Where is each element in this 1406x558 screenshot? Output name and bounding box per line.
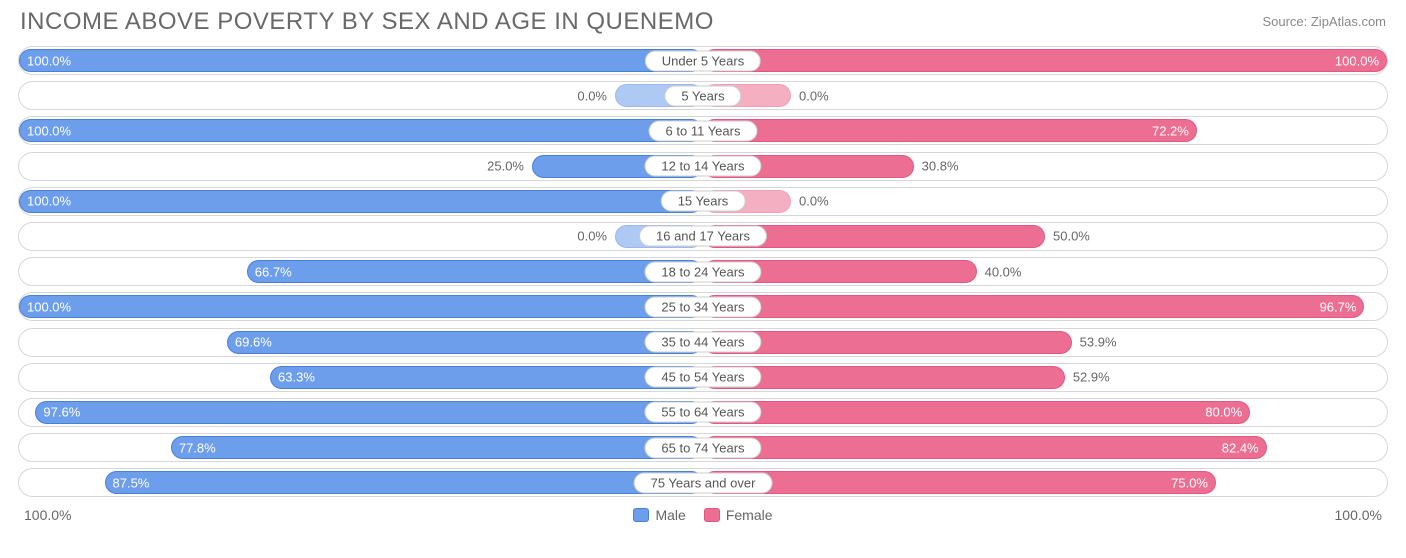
female-value-label: 50.0% [1053, 229, 1090, 244]
male-value-label: 77.8% [179, 440, 216, 455]
female-swatch [704, 508, 720, 522]
male-value-label: 0.0% [577, 88, 607, 103]
male-bar [19, 119, 703, 142]
category-badge: 5 Years [664, 85, 741, 106]
female-bar [703, 49, 1387, 72]
female-value-label: 30.8% [922, 159, 959, 174]
female-value-label: 100.0% [1335, 53, 1379, 68]
male-value-label: 63.3% [278, 370, 315, 385]
female-value-label: 53.9% [1080, 335, 1117, 350]
chart-row: 100.0% 100.0% Under 5 Years [18, 46, 1388, 75]
female-value-label: 0.0% [799, 88, 829, 103]
category-badge: 12 to 14 Years [644, 156, 761, 177]
male-value-label: 25.0% [487, 159, 524, 174]
category-badge: Under 5 Years [645, 50, 761, 71]
legend-item-female: Female [704, 507, 773, 523]
male-bar [35, 401, 703, 424]
male-bar [105, 471, 704, 494]
chart-row: 63.3% 52.9% 45 to 54 Years [18, 363, 1388, 392]
female-bar [703, 295, 1364, 318]
category-badge: 75 Years and over [634, 472, 773, 493]
male-value-label: 100.0% [27, 299, 71, 314]
chart-row: 69.6% 53.9% 35 to 44 Years [18, 328, 1388, 357]
chart-row: 87.5% 75.0% 75 Years and over [18, 468, 1388, 497]
chart-row: 0.0% 50.0% 16 and 17 Years [18, 222, 1388, 251]
category-badge: 55 to 64 Years [644, 402, 761, 423]
chart-area: 100.0% 100.0% Under 5 Years 0.0% 0.0% 5 Years… [0, 40, 1406, 497]
chart-source: Source: ZipAtlas.com [1262, 14, 1386, 29]
female-value-label: 52.9% [1073, 370, 1110, 385]
male-bar [171, 436, 703, 459]
male-bar [270, 366, 703, 389]
chart-row: 77.8% 82.4% 65 to 74 Years [18, 433, 1388, 462]
chart-row: 0.0% 0.0% 5 Years [18, 81, 1388, 110]
male-value-label: 87.5% [113, 475, 150, 490]
female-value-label: 75.0% [1171, 475, 1208, 490]
category-badge: 18 to 24 Years [644, 261, 761, 282]
male-value-label: 69.6% [235, 335, 272, 350]
male-value-label: 97.6% [43, 405, 80, 420]
male-bar [227, 331, 703, 354]
female-value-label: 82.4% [1222, 440, 1259, 455]
category-badge: 65 to 74 Years [644, 437, 761, 458]
female-bar [703, 471, 1216, 494]
female-value-label: 96.7% [1320, 299, 1357, 314]
category-badge: 16 and 17 Years [639, 226, 767, 247]
chart-row: 100.0% 72.2% 6 to 11 Years [18, 116, 1388, 145]
male-value-label: 100.0% [27, 194, 71, 209]
category-badge: 45 to 54 Years [644, 367, 761, 388]
chart-row: 100.0% 96.7% 25 to 34 Years [18, 292, 1388, 321]
category-badge: 25 to 34 Years [644, 296, 761, 317]
male-bar [19, 49, 703, 72]
category-badge: 35 to 44 Years [644, 332, 761, 353]
female-value-label: 72.2% [1152, 123, 1189, 138]
axis-left-label: 100.0% [24, 507, 71, 523]
legend-male-label: Male [655, 507, 685, 523]
legend: Male Female [633, 507, 772, 523]
legend-item-male: Male [633, 507, 685, 523]
category-badge: 15 Years [661, 191, 746, 212]
axis-right-label: 100.0% [1335, 507, 1382, 523]
legend-female-label: Female [726, 507, 773, 523]
male-bar [19, 295, 703, 318]
male-bar [247, 260, 703, 283]
male-value-label: 100.0% [27, 53, 71, 68]
male-value-label: 100.0% [27, 123, 71, 138]
chart-row: 97.6% 80.0% 55 to 64 Years [18, 398, 1388, 427]
chart-row: 100.0% 0.0% 15 Years [18, 187, 1388, 216]
female-value-label: 80.0% [1205, 405, 1242, 420]
female-bar [703, 119, 1197, 142]
category-badge: 6 to 11 Years [649, 120, 758, 141]
male-bar [19, 190, 703, 213]
female-value-label: 0.0% [799, 194, 829, 209]
male-swatch [633, 508, 649, 522]
chart-row: 66.7% 40.0% 18 to 24 Years [18, 257, 1388, 286]
male-value-label: 0.0% [577, 229, 607, 244]
chart-title: INCOME ABOVE POVERTY BY SEX AND AGE IN Q… [20, 8, 714, 36]
female-bar [703, 401, 1250, 424]
chart-row: 25.0% 30.8% 12 to 14 Years [18, 152, 1388, 181]
female-bar [703, 436, 1267, 459]
male-value-label: 66.7% [255, 264, 292, 279]
female-value-label: 40.0% [985, 264, 1022, 279]
